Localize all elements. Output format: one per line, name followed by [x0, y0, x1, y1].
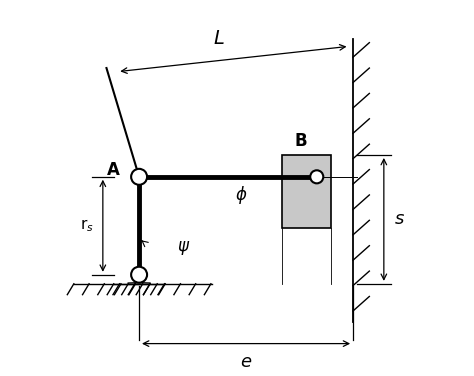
Text: B: B	[295, 132, 307, 150]
Text: ϕ: ϕ	[235, 186, 246, 204]
Text: A: A	[107, 161, 120, 179]
Text: ψ: ψ	[177, 237, 188, 255]
Circle shape	[310, 170, 323, 183]
Text: r$_s$: r$_s$	[80, 217, 94, 234]
Circle shape	[131, 169, 147, 185]
Text: e: e	[240, 353, 252, 371]
Text: s: s	[395, 211, 404, 228]
Text: L: L	[213, 29, 224, 48]
Circle shape	[131, 267, 147, 283]
Bar	[283, 155, 331, 227]
